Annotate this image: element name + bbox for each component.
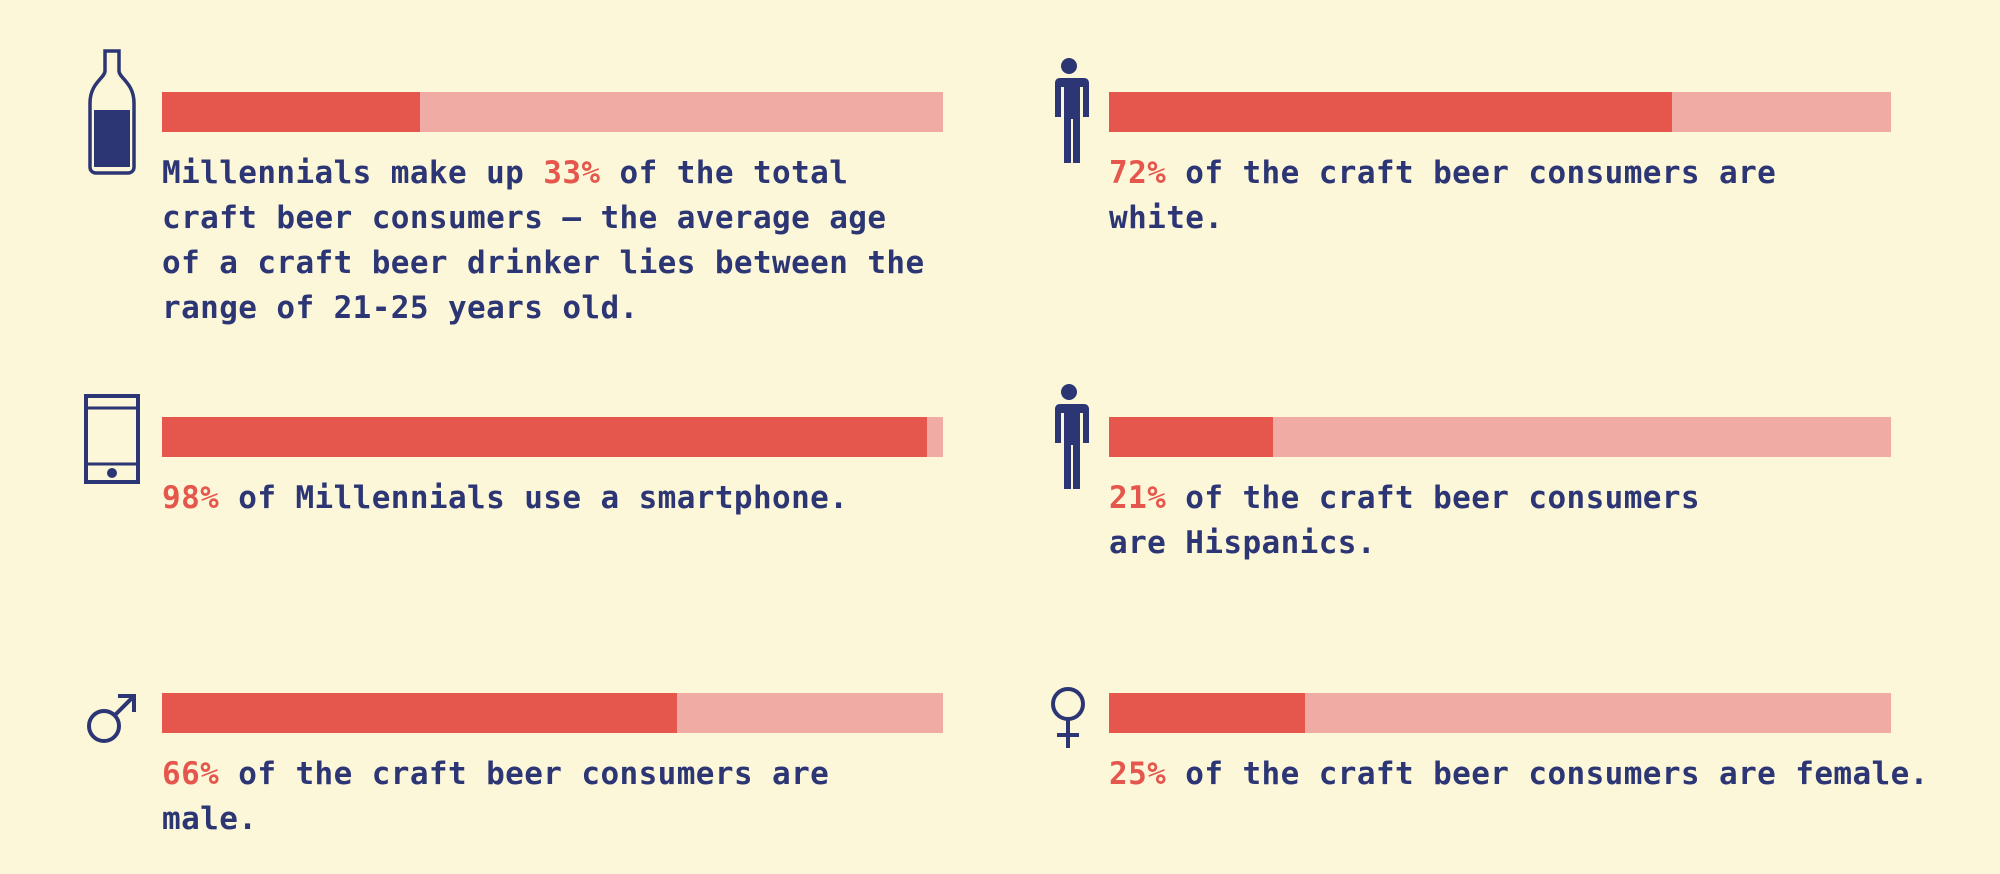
smartphone-icon — [84, 394, 140, 484]
stat-text: Millennials make up 33% of the total cra… — [162, 151, 942, 331]
progress-bar-fill — [162, 92, 420, 132]
stat-text: 98% of Millennials use a smartphone. — [162, 476, 942, 521]
beer-bottle-icon — [88, 49, 136, 175]
stat-percent: 98% — [162, 480, 220, 516]
stat-text-prefix: Millennials make up — [162, 155, 544, 191]
stat-percent: 25% — [1109, 756, 1167, 792]
progress-bar-fill — [162, 417, 928, 457]
stat-text: 66% of the craft beer consumers are male… — [162, 752, 942, 842]
person-icon — [1054, 384, 1089, 489]
stat-text-suffix: of the craft beer consumers are female. — [1166, 756, 1929, 792]
stat-percent: 72% — [1109, 155, 1167, 191]
progress-bar-fill — [162, 693, 678, 733]
stat-percent: 33% — [543, 155, 601, 191]
progress-bar — [1109, 693, 1891, 733]
stat-text: 72% of the craft beer consumers are whit… — [1109, 151, 1889, 241]
progress-bar-fill — [1109, 417, 1274, 457]
progress-bar — [1109, 417, 1891, 457]
progress-bar-fill — [1109, 693, 1305, 733]
stat-text-suffix: of the craft beer consumers are white. — [1109, 155, 1777, 236]
stat-percent: 66% — [162, 756, 220, 792]
stat-text: 21% of the craft beer consumers are Hisp… — [1109, 476, 1759, 566]
stat-text-suffix: of Millennials use a smartphone. — [219, 480, 849, 516]
female-symbol-icon — [1051, 687, 1085, 748]
progress-bar — [162, 417, 943, 457]
stat-text: 25% of the craft beer consumers are fema… — [1109, 752, 1969, 797]
stat-text-suffix: of the total craft beer consumers – the … — [162, 155, 925, 326]
progress-bar — [1109, 92, 1891, 132]
person-icon — [1054, 58, 1089, 163]
progress-bar — [162, 693, 943, 733]
stat-text-suffix: of the craft beer consumers are Hispanic… — [1109, 480, 1700, 561]
progress-bar-fill — [1109, 92, 1673, 132]
male-symbol-icon — [87, 694, 136, 743]
stat-text-suffix: of the craft beer consumers are male. — [162, 756, 830, 837]
progress-bar — [162, 92, 943, 132]
stat-percent: 21% — [1109, 480, 1167, 516]
